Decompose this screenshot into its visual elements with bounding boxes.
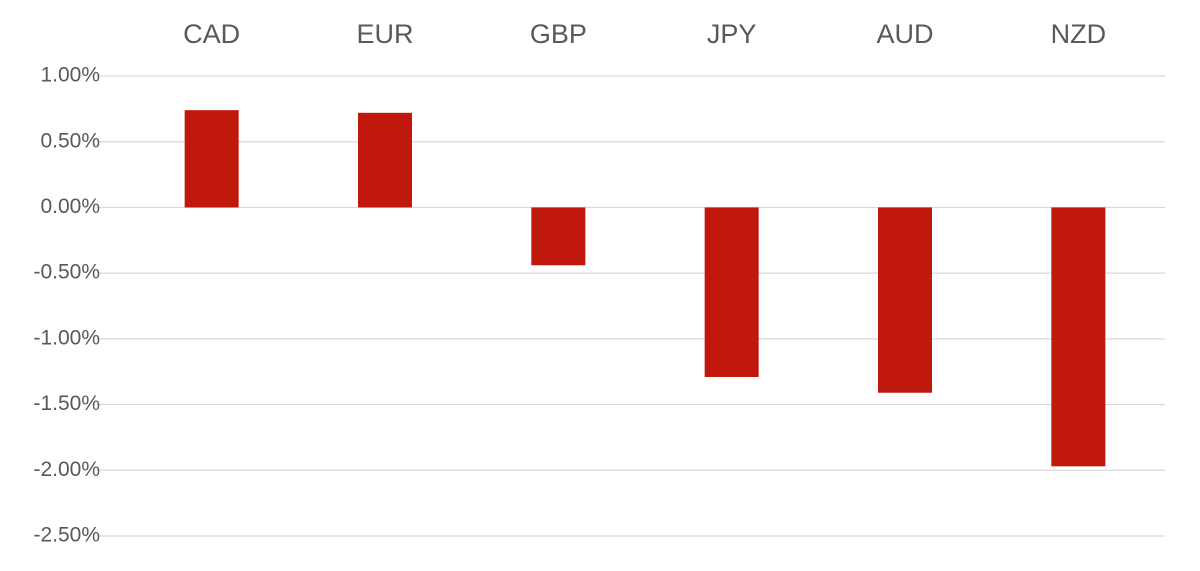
bar xyxy=(531,207,586,266)
x-tick-label: AUD xyxy=(876,19,933,49)
y-tick-label: -1.00% xyxy=(33,326,100,349)
bar xyxy=(358,112,412,208)
y-tick-label: 0.00% xyxy=(40,195,100,218)
bar xyxy=(878,207,932,393)
bar xyxy=(184,110,239,208)
bar xyxy=(1051,207,1106,467)
x-tick-label: CAD xyxy=(183,19,240,49)
x-tick-label: NZD xyxy=(1051,19,1107,49)
y-tick-label: -2.50% xyxy=(33,524,100,547)
bar xyxy=(704,207,759,377)
y-tick-label: -0.50% xyxy=(33,261,100,284)
y-tick-label: 0.50% xyxy=(40,129,100,152)
y-tick-label: 1.00% xyxy=(40,64,100,87)
x-tick-label: GBP xyxy=(530,19,587,49)
y-tick-label: -1.50% xyxy=(33,392,100,415)
x-tick-label: EUR xyxy=(356,19,413,49)
y-tick-label: -2.00% xyxy=(33,458,100,481)
x-tick-label: JPY xyxy=(707,19,757,49)
